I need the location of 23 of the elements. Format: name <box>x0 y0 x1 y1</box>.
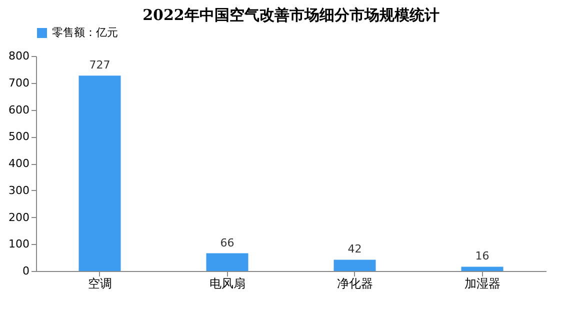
chart-title: 2022年中国空气改善市场细分市场规模统计 <box>142 6 440 24</box>
x-tick-label: 净化器 <box>336 276 373 290</box>
data-label: 42 <box>348 242 362 256</box>
y-tick-label: 800 <box>8 50 30 62</box>
x-tick-label: 空调 <box>88 276 112 290</box>
data-label: 66 <box>220 236 234 250</box>
x-tick-label: 加湿器 <box>464 276 500 290</box>
y-tick-label: 600 <box>8 103 30 116</box>
y-tick-label: 500 <box>8 130 30 144</box>
y-tick-label: 700 <box>8 76 30 90</box>
data-label: 727 <box>89 58 110 72</box>
y-tick-label: 100 <box>8 238 30 251</box>
data-label: 16 <box>475 250 490 263</box>
x-tick-label: 电风扇 <box>209 276 246 290</box>
bar <box>78 76 121 271</box>
legend-label: 零售额：亿元 <box>52 26 118 39</box>
bar <box>461 266 504 271</box>
bar <box>334 260 376 271</box>
y-tick-label: 300 <box>8 184 30 197</box>
y-tick-label: 200 <box>8 210 30 224</box>
bar <box>206 253 248 271</box>
y-tick-label: 0 <box>22 264 30 278</box>
y-tick-label: 400 <box>8 157 30 170</box>
